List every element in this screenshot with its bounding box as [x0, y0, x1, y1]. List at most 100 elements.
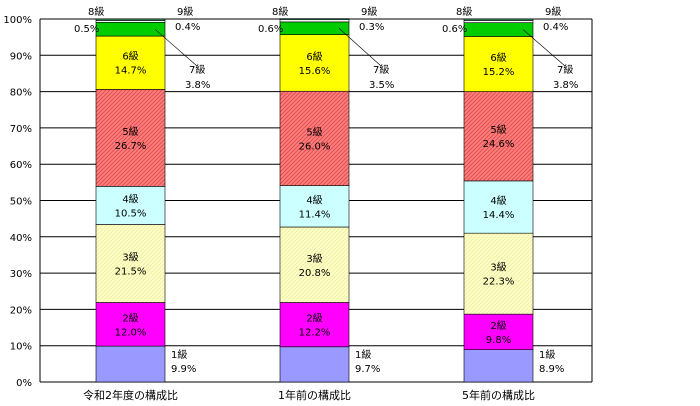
grade-label: 7級	[557, 63, 573, 76]
grade-label: 5級	[306, 125, 322, 138]
bar-segment-2	[463, 313, 534, 350]
value-label: 12.0%	[115, 327, 147, 338]
value-label: 24.6%	[483, 139, 515, 150]
bar-segment-5	[463, 91, 534, 182]
y-tick-label: 90%	[10, 51, 32, 62]
bar-segment-5	[279, 90, 350, 186]
grade-label: 1級	[355, 348, 371, 361]
x-category-label: 1年前の構成比	[278, 388, 351, 402]
bar-segment-9	[463, 18, 534, 21]
grade-label: 3級	[306, 252, 322, 265]
leader-line	[338, 28, 382, 67]
grade-label: 4級	[306, 193, 322, 206]
grade-label: 6級	[490, 51, 506, 64]
grade-label: 3級	[490, 261, 506, 274]
bar-segment-8	[279, 19, 350, 23]
value-label: 22.3%	[483, 277, 515, 288]
grade-label: 4級	[122, 192, 138, 205]
bar-segment-3	[463, 232, 534, 315]
value-label: 3.5%	[369, 80, 394, 91]
axes: 0% 10% 20% 30% 40% 50% 60% 70% 80% 90% 100% 令和2年度の構…	[3, 15, 593, 402]
value-label: 0.4%	[175, 22, 200, 33]
y-tick-label: 70%	[10, 124, 32, 135]
grade-label: 9級	[177, 5, 193, 18]
leader-line	[522, 29, 566, 67]
bar-segment-4	[279, 185, 350, 228]
bar-segment-2	[95, 302, 166, 347]
bar-segment-6	[279, 34, 350, 92]
value-label: 9.7%	[355, 364, 380, 375]
bar-segment-3	[95, 224, 166, 303]
y-tick-label: 50%	[10, 197, 32, 208]
grade-label: 7級	[189, 63, 205, 76]
grade-label: 2級	[122, 311, 138, 324]
leader-line	[154, 28, 198, 67]
bar-segment-7	[95, 21, 166, 37]
bar-segment-1	[463, 349, 534, 383]
value-label: 0.4%	[543, 22, 568, 33]
value-label: 0.6%	[258, 24, 283, 35]
grade-label: 6級	[306, 50, 322, 63]
value-label: 0.6%	[442, 24, 467, 35]
value-label: 15.6%	[299, 66, 331, 77]
value-label: 15.2%	[483, 67, 515, 78]
data-labels: 2級 12.0% 3級 21.5% 4級 10.5% 5級 26.7% 6級 14.7% 1級 9.9…	[74, 5, 578, 375]
bar-segment-9	[95, 18, 166, 21]
bar-segment-1	[95, 345, 166, 383]
grade-label: 8級	[456, 5, 472, 18]
bar-segment-7	[279, 21, 350, 35]
grade-label: 8級	[88, 5, 104, 18]
y-tick-label: 20%	[10, 305, 32, 316]
value-label: 0.3%	[359, 22, 384, 33]
grade-label: 8級	[272, 5, 288, 18]
value-label: 8.9%	[539, 364, 564, 375]
value-label: 14.4%	[483, 210, 515, 221]
grade-label: 6級	[122, 50, 138, 63]
y-tick-label: 30%	[10, 269, 32, 280]
value-label: 14.7%	[115, 66, 147, 77]
value-label: 26.0%	[299, 141, 331, 152]
bar-segment-3	[279, 226, 350, 303]
value-label: 9.8%	[486, 335, 511, 346]
grade-label: 2級	[490, 319, 506, 332]
value-label: 26.7%	[115, 141, 147, 152]
grade-label: 2級	[306, 312, 322, 325]
bar-segment-4	[95, 186, 166, 225]
y-tick-label: 60%	[10, 160, 32, 171]
grade-label: 5級	[122, 125, 138, 138]
bar-segment-9	[279, 18, 350, 21]
bars	[95, 18, 534, 383]
value-label: 12.2%	[299, 328, 331, 339]
bar-segment-5	[95, 89, 166, 187]
value-label: 20.8%	[299, 268, 331, 279]
value-label: 9.9%	[171, 364, 196, 375]
bar-segment-6	[463, 36, 534, 92]
value-label: 3.8%	[553, 80, 578, 91]
grade-label: 1級	[539, 348, 555, 361]
bar-segment-2	[279, 302, 350, 348]
bar-segment-1	[279, 346, 350, 383]
grade-label: 5級	[490, 123, 506, 136]
grade-label: 3級	[122, 250, 138, 263]
y-tick-label: 10%	[10, 342, 32, 353]
value-label: 10.5%	[115, 208, 147, 219]
y-tick-label: 80%	[10, 88, 32, 99]
bar-segment-8	[463, 20, 534, 23]
grade-label: 9級	[545, 5, 561, 18]
bar-segment-7	[463, 22, 534, 37]
grade-label: 1級	[171, 348, 187, 361]
grade-label: 4級	[490, 194, 506, 207]
value-label: 0.5%	[74, 24, 99, 35]
bar-segment-6	[95, 35, 166, 90]
y-tick-label: 100%	[3, 15, 32, 26]
value-label: 3.8%	[185, 80, 210, 91]
grade-label: 7級	[373, 63, 389, 76]
y-tick-label: 0%	[16, 378, 32, 389]
value-label: 11.4%	[299, 209, 331, 220]
x-category-label: 5年前の構成比	[462, 388, 535, 402]
x-category-label: 令和2年度の構成比	[83, 388, 178, 402]
y-tick-label: 40%	[10, 233, 32, 244]
grade-label: 9級	[361, 5, 377, 18]
value-label: 21.5%	[115, 266, 147, 277]
